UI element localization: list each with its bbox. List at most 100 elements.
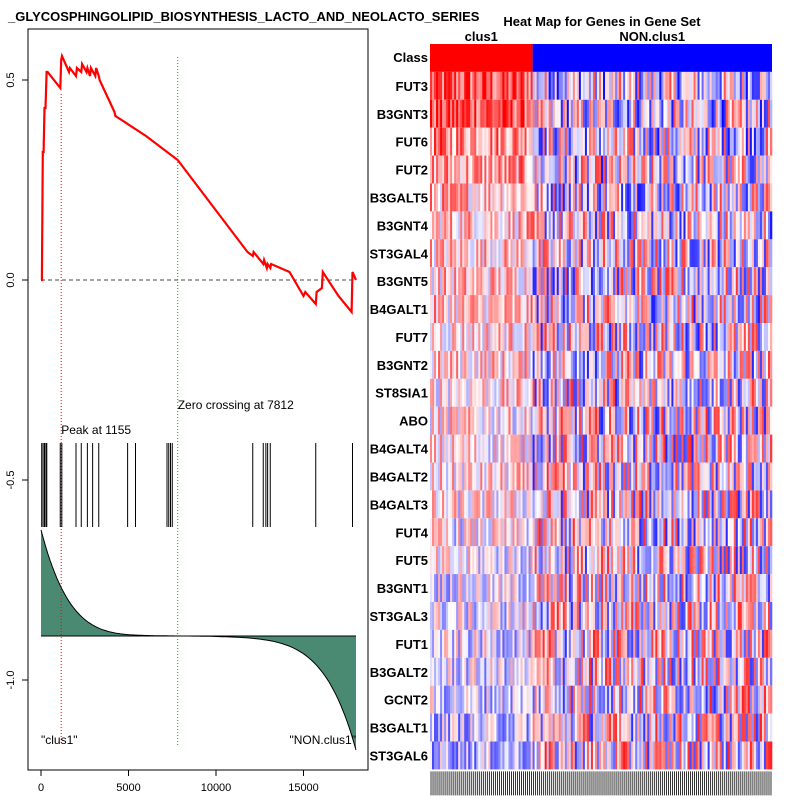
heatmap-cell	[506, 546, 509, 575]
heatmap-cell	[685, 602, 688, 630]
heatmap-cell	[460, 71, 463, 100]
heatmap-cell	[542, 99, 545, 128]
heatmap-cell	[430, 323, 433, 351]
heatmap-cell	[745, 183, 749, 212]
heatmap-cell	[512, 546, 515, 575]
heatmap-cell	[713, 462, 716, 491]
heatmap-cell	[609, 350, 612, 379]
heatmap-cell	[621, 350, 624, 379]
heatmap-cell	[492, 406, 495, 435]
heatmap-cell	[713, 350, 716, 379]
heatmap-cell	[494, 267, 497, 296]
heatmap-cell	[482, 741, 485, 770]
heatmap-cell	[717, 323, 720, 351]
heatmap-cell	[663, 155, 666, 184]
heatmap-cell	[675, 657, 678, 686]
heatmap-cell	[683, 211, 686, 240]
heatmap-cell	[550, 546, 554, 575]
heatmap-cell	[476, 462, 479, 491]
heatmap-cell	[623, 490, 626, 519]
heatmap-cell	[596, 602, 600, 630]
heatmap-cell	[691, 434, 694, 463]
heatmap-cell	[749, 183, 753, 212]
heatmap-cell	[621, 406, 624, 435]
heatmap-cell	[484, 71, 487, 100]
heatmap-cell	[743, 155, 747, 184]
heatmap-cell	[663, 239, 666, 268]
heatmap-cell	[613, 71, 616, 100]
heatmap-cell	[508, 155, 511, 184]
heatmap-cell	[605, 295, 608, 323]
heatmap-cell	[611, 741, 614, 770]
heatmap-cell	[733, 434, 737, 463]
heatmap-cell	[430, 295, 433, 323]
heatmap-cell	[550, 239, 554, 268]
heatmap-cell	[442, 685, 445, 714]
heatmap-cell	[651, 99, 654, 128]
heatmap-cell	[454, 685, 457, 714]
heatmap-cell	[637, 295, 640, 323]
heatmap-cell	[566, 713, 570, 742]
heatmap-cell	[679, 685, 682, 714]
heatmap-cell	[546, 239, 549, 268]
heatmap-cell	[452, 378, 455, 407]
heatmap-cell	[695, 602, 698, 630]
heatmap-cell	[450, 239, 453, 268]
heatmap-cell	[685, 518, 688, 547]
heatmap-cell	[691, 685, 694, 714]
heatmap-cell	[536, 629, 539, 658]
heatmap-cell	[609, 713, 612, 742]
heatmap-cell	[679, 462, 682, 491]
heatmap-cell	[741, 239, 745, 268]
heatmap-cell	[488, 406, 491, 435]
heatmap-cell	[450, 629, 453, 658]
heatmap-cell	[432, 685, 435, 714]
heatmap-cell	[444, 518, 447, 547]
heatmap-cell	[621, 574, 624, 602]
heatmap-cell	[709, 127, 712, 156]
heatmap-cell	[432, 434, 435, 463]
heatmap-cell	[669, 378, 672, 407]
heatmap-cell	[749, 267, 753, 296]
heatmap-cell	[607, 323, 610, 351]
heatmap-cell	[711, 239, 714, 268]
heatmap-cell	[717, 211, 720, 240]
heatmap-cell	[747, 518, 751, 547]
heatmap-cell	[627, 741, 630, 770]
heatmap-cell	[607, 211, 610, 240]
heatmap-cell	[759, 71, 763, 100]
heatmap-cell	[609, 518, 612, 547]
heatmap-cell	[518, 71, 521, 100]
heatmap-cell	[685, 462, 688, 491]
heatmap-cell	[454, 657, 457, 686]
heatmap-cell	[751, 127, 755, 156]
heatmap-cell	[528, 378, 531, 407]
heatmap-cell	[570, 155, 574, 184]
heatmap-cell	[444, 657, 447, 686]
enrichment-plot: _GLYCOSPHINGOLIPID_BIOSYNTHESIS_LACTO_AN…	[5, 9, 480, 794]
heatmap-cell	[522, 629, 525, 658]
heatmap-cell	[468, 239, 471, 268]
heatmap-cell	[611, 239, 614, 268]
heatmap-cell	[633, 295, 636, 323]
heatmap-cell	[729, 127, 733, 156]
heatmap-cell	[699, 434, 702, 463]
heatmap-cell	[550, 406, 554, 435]
heatmap-cell	[659, 518, 662, 547]
heatmap-cell	[673, 685, 676, 714]
heatmap-cell	[466, 211, 469, 240]
heatmap-cell	[478, 295, 481, 323]
heatmap-cell	[737, 71, 741, 100]
heatmap-cell	[727, 713, 731, 742]
heatmap-cell	[438, 323, 441, 351]
heatmap-cell	[490, 211, 493, 240]
heatmap-cell	[749, 406, 753, 435]
heatmap-cell	[482, 574, 485, 602]
heatmap-cell	[434, 71, 437, 100]
heatmap-cell	[484, 127, 487, 156]
heatmap-cell	[550, 518, 554, 547]
heatmap-cell	[663, 378, 666, 407]
heatmap-cell	[651, 239, 654, 268]
heatmap-cell	[520, 267, 523, 296]
heatmap-cell	[695, 350, 698, 379]
